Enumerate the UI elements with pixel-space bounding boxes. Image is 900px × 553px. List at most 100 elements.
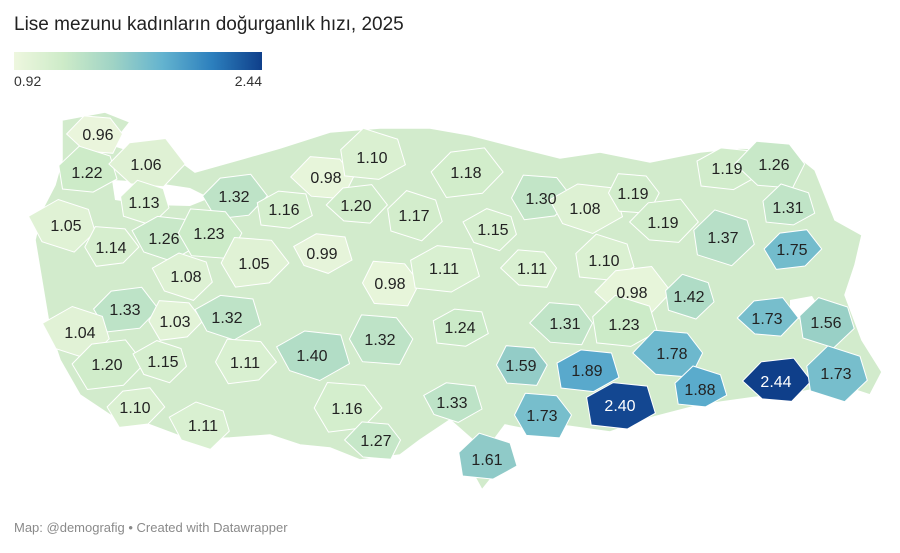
- province-value-label: 1.11: [517, 261, 547, 278]
- province-region: [763, 229, 823, 270]
- province-value-label: 1.10: [356, 150, 387, 167]
- province-value-label: 1.10: [588, 253, 619, 270]
- province-region: [586, 382, 656, 430]
- province-region: [361, 260, 421, 307]
- color-legend: 0.92 2.44: [14, 52, 262, 90]
- map-title: Lise mezunu kadınların doğurganlık hızı,…: [14, 14, 404, 35]
- province-value-label: 0.99: [306, 246, 337, 263]
- province-value-label: 1.19: [617, 186, 648, 203]
- province-value-label: 1.24: [444, 320, 475, 337]
- province-value-label: 1.23: [193, 226, 224, 243]
- province-region: [556, 349, 620, 393]
- legend-max-label: 2.44: [234, 73, 262, 89]
- province-value-label: 1.33: [109, 302, 140, 319]
- province-region: [275, 330, 351, 382]
- province-region: [340, 127, 406, 180]
- province-region: [92, 286, 160, 333]
- province-value-label: 1.14: [95, 240, 126, 257]
- province-region: [628, 198, 699, 243]
- province-value-label: 1.11: [188, 418, 218, 435]
- province-region: [410, 245, 480, 293]
- province-value-label: 1.37: [707, 230, 738, 247]
- province-region: [693, 209, 755, 267]
- province-value-label: 1.18: [450, 165, 481, 182]
- province-value-label: 1.78: [656, 346, 687, 363]
- province-region: [293, 233, 353, 274]
- province-value-label: 2.40: [604, 398, 635, 415]
- province-region: [58, 145, 118, 193]
- province-value-label: 1.16: [331, 401, 362, 418]
- province-value-label: 1.03: [159, 314, 190, 331]
- province-value-label: 0.98: [310, 170, 341, 187]
- province-region: [325, 184, 389, 224]
- province-value-label: 1.31: [549, 316, 580, 333]
- province-value-label: 1.40: [296, 348, 327, 365]
- province-value-label: 1.08: [569, 201, 600, 218]
- province-value-label: 1.32: [364, 332, 395, 349]
- province-region: [592, 294, 658, 347]
- province-region: [665, 273, 715, 320]
- province-region: [432, 308, 489, 347]
- province-value-label: 1.61: [471, 452, 502, 469]
- province-region: [151, 252, 213, 301]
- province-value-label: 1.73: [526, 408, 557, 425]
- province-region: [348, 314, 414, 366]
- province-value-label: 1.08: [170, 269, 201, 286]
- province-region: [148, 300, 204, 341]
- province-value-label: 1.11: [429, 261, 459, 278]
- province-value-label: 1.06: [130, 157, 161, 174]
- province-region: [201, 173, 269, 220]
- province-region: [528, 302, 594, 346]
- province-value-label: 1.19: [711, 161, 742, 178]
- province-value-label: 1.20: [91, 357, 122, 374]
- legend-min-label: 0.92: [14, 73, 42, 89]
- province-value-label: 1.42: [673, 289, 704, 306]
- province-region: [168, 401, 230, 450]
- province-region: [806, 345, 868, 403]
- province-region: [220, 236, 290, 288]
- province-value-label: 1.32: [211, 310, 242, 327]
- province-value-label: 1.05: [50, 218, 81, 235]
- province-value-label: 1.23: [608, 317, 639, 334]
- province-region: [430, 147, 504, 199]
- province-region: [741, 357, 812, 402]
- province-value-label: 1.16: [268, 202, 299, 219]
- province-value-label: 2.44: [760, 374, 791, 391]
- province-region: [495, 345, 548, 386]
- province-value-label: 1.04: [64, 325, 95, 342]
- province-value-label: 1.19: [647, 215, 678, 232]
- province-value-label: 0.96: [82, 127, 113, 144]
- province-region: [132, 340, 187, 384]
- province-value-label: 1.15: [477, 222, 508, 239]
- province-value-label: 1.15: [147, 354, 178, 371]
- province-value-label: 1.22: [71, 165, 102, 182]
- province-region: [71, 339, 145, 391]
- province-value-label: 1.88: [684, 382, 715, 399]
- province-value-label: 1.75: [776, 242, 807, 259]
- province-value-label: 1.05: [238, 256, 269, 273]
- province-region: [106, 387, 166, 428]
- province-value-label: 1.32: [218, 189, 249, 206]
- province-value-label: 1.30: [525, 191, 556, 208]
- province-region: [108, 137, 186, 188]
- map-credit: Map: @demografig • Created with Datawrap…: [14, 520, 288, 535]
- legend-gradient-bar: [14, 52, 262, 70]
- province-region: [387, 190, 443, 242]
- province-value-label: 1.13: [128, 195, 159, 212]
- province-region: [27, 198, 96, 253]
- province-region: [462, 208, 517, 252]
- province-value-label: 1.20: [340, 198, 371, 215]
- province-region: [458, 432, 518, 480]
- province-value-label: 1.73: [751, 311, 782, 328]
- province-region: [499, 249, 558, 288]
- province-value-label: 1.26: [148, 231, 179, 248]
- province-region: [736, 297, 800, 337]
- province-region: [762, 183, 816, 226]
- province-region: [214, 338, 278, 385]
- province-value-label: 1.17: [398, 208, 429, 225]
- province-value-label: 1.31: [772, 200, 803, 217]
- province-value-label: 1.11: [230, 355, 260, 372]
- province-region: [513, 392, 573, 439]
- province-value-label: 1.33: [436, 395, 467, 412]
